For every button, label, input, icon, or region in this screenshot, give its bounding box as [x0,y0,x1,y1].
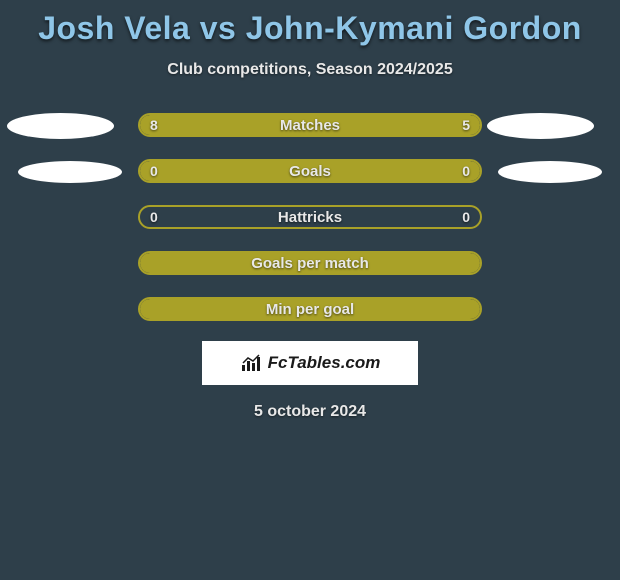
stat-value-left: 8 [150,117,158,133]
stats-area: 8 5 Matches 0 0 Goals 0 0 Hattricks Goals per mat… [0,113,620,321]
player-badge-ellipse [7,113,114,139]
stat-label: Min per goal [266,301,354,318]
stat-row: 0 0 Hattricks [138,205,482,229]
stat-value-left: 0 [150,209,158,225]
stat-label: Goals [289,163,331,180]
branding-text: FcTables.com [268,353,381,373]
stat-label: Matches [280,117,340,134]
stat-row: Goals per match [138,251,482,275]
stat-fill-right [349,115,480,135]
stat-value-right: 5 [462,117,470,133]
stat-row: 0 0 Goals [138,159,482,183]
page-title: Josh Vela vs John-Kymani Gordon [0,0,620,47]
stat-fill-left [140,161,310,181]
date-label: 5 october 2024 [0,403,620,421]
chart-icon [240,353,264,373]
stat-label: Goals per match [251,255,369,272]
player-badge-ellipse [18,161,122,183]
branding-badge: FcTables.com [202,341,418,385]
player-badge-ellipse [498,161,602,183]
subtitle: Club competitions, Season 2024/2025 [0,61,620,79]
stat-label: Hattricks [278,209,342,226]
player-badge-ellipse [487,113,594,139]
stat-value-right: 0 [462,209,470,225]
stat-fill-right [310,161,480,181]
stat-row: Min per goal [138,297,482,321]
stat-value-left: 0 [150,163,158,179]
stat-value-right: 0 [462,163,470,179]
stat-row: 8 5 Matches [138,113,482,137]
